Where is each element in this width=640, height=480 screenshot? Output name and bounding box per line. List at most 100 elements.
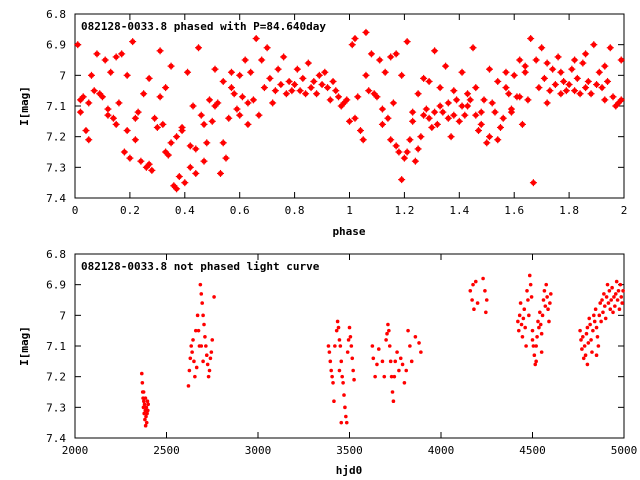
unphased-data-point xyxy=(528,282,533,287)
phased-data-point xyxy=(469,44,477,52)
unphased-data-point xyxy=(581,335,585,339)
phased-ytick-label: 7.2 xyxy=(46,131,66,144)
phased-data-point xyxy=(192,169,200,177)
unphased-data-point xyxy=(339,420,344,425)
phased-data-point xyxy=(115,99,123,107)
phased-data-point xyxy=(395,148,403,156)
unphased-data-point xyxy=(144,420,149,425)
phased-data-point xyxy=(422,105,430,113)
phased-data-point xyxy=(378,105,386,113)
unphased-data-point xyxy=(585,362,590,367)
phased-data-point xyxy=(488,99,496,107)
phased-data-point xyxy=(527,35,535,43)
unphased-data-point xyxy=(196,328,201,333)
unphased-data-point xyxy=(483,289,487,293)
phased-data-point xyxy=(332,87,340,95)
phased-xtick-label: 0.4 xyxy=(175,204,195,217)
phased-xtick-label: 2 xyxy=(621,204,628,217)
phased-data-point xyxy=(203,139,211,147)
unphased-data-point xyxy=(597,313,602,318)
unphased-data-point xyxy=(613,304,617,308)
phased-data-point xyxy=(230,90,238,98)
phased-data-point xyxy=(420,74,428,82)
unphased-data-point xyxy=(199,344,204,348)
unphased-data-point xyxy=(530,328,535,333)
phased-data-point xyxy=(540,74,548,82)
unphased-data-point xyxy=(142,402,147,407)
unphased-data-point xyxy=(370,344,375,348)
phased-data-point xyxy=(112,53,120,61)
phased-data-point xyxy=(131,114,139,122)
unphased-data-point xyxy=(193,328,198,333)
unphased-data-point xyxy=(142,411,146,416)
unphased-data-point xyxy=(521,316,526,321)
phased-data-point xyxy=(447,133,455,141)
phased-data-point xyxy=(293,65,301,73)
phased-data-point xyxy=(326,96,334,104)
phased-data-point xyxy=(477,120,485,128)
unphased-data-point xyxy=(620,301,624,305)
unphased-data-point xyxy=(142,399,146,404)
phased-data-point xyxy=(299,74,307,82)
phased-data-point xyxy=(461,111,469,119)
phased-data-point xyxy=(439,108,447,116)
unphased-data-point xyxy=(187,368,192,373)
unphased-xtick-label: 2500 xyxy=(153,444,180,457)
phased-data-point xyxy=(197,111,205,119)
phased-data-point xyxy=(587,90,595,98)
phased-data-point xyxy=(252,35,260,43)
phased-data-point xyxy=(546,87,554,95)
unphased-data-point xyxy=(580,347,584,351)
unphased-data-point xyxy=(188,356,193,361)
phased-data-point xyxy=(573,74,581,82)
phased-data-point xyxy=(318,81,326,89)
unphased-xtick-label: 4500 xyxy=(519,444,546,457)
unphased-data-point xyxy=(530,338,535,342)
phased-data-point xyxy=(485,133,493,141)
unphased-data-point xyxy=(200,301,204,305)
unphased-data-point xyxy=(192,359,196,364)
phased-data-point xyxy=(348,41,356,49)
phased-data-point xyxy=(140,90,148,98)
unphased-data-point xyxy=(144,405,149,410)
phased-data-point xyxy=(543,99,551,107)
unphased-data-point xyxy=(522,307,527,312)
phased-data-point xyxy=(431,108,439,116)
phased-data-point xyxy=(282,90,290,98)
unphased-data-point xyxy=(587,316,592,321)
phased-data-point xyxy=(351,114,359,122)
phased-xtick-label: 1.8 xyxy=(559,204,579,217)
phased-data-point xyxy=(444,114,452,122)
unphased-data-point xyxy=(328,359,333,364)
unphased-data-point xyxy=(544,282,549,287)
unphased-data-point xyxy=(618,282,623,287)
unphased-data-point xyxy=(526,298,530,302)
unphased-data-point xyxy=(614,279,619,284)
phased-data-point xyxy=(609,93,617,101)
unphased-data-point xyxy=(586,341,591,345)
unphased-data-point xyxy=(541,298,546,302)
unphased-data-point xyxy=(595,335,600,339)
phased-data-point xyxy=(93,50,101,58)
phased-data-point xyxy=(576,90,584,98)
phased-data-point xyxy=(431,47,439,55)
phased-data-point xyxy=(173,185,181,193)
phased-data-point xyxy=(604,77,612,85)
phased-data-point xyxy=(409,108,417,116)
phased-data-point xyxy=(433,120,441,128)
phased-ytick-label: 7.1 xyxy=(46,100,66,113)
unphased-data-point xyxy=(382,374,387,379)
phased-data-point xyxy=(491,108,499,116)
phased-data-point xyxy=(496,123,504,131)
phased-data-point xyxy=(381,68,389,76)
phased-data-point xyxy=(529,179,537,187)
phased-data-point xyxy=(601,62,609,70)
unphased-data-point xyxy=(345,350,350,354)
phased-data-point xyxy=(280,53,288,61)
phased-data-point xyxy=(310,77,318,85)
phased-data-point xyxy=(494,77,502,85)
unphased-data-point xyxy=(532,353,537,358)
phased-data-point xyxy=(186,163,194,171)
unphased-ytick-label: 7 xyxy=(59,309,66,322)
phased-data-point xyxy=(156,93,164,101)
